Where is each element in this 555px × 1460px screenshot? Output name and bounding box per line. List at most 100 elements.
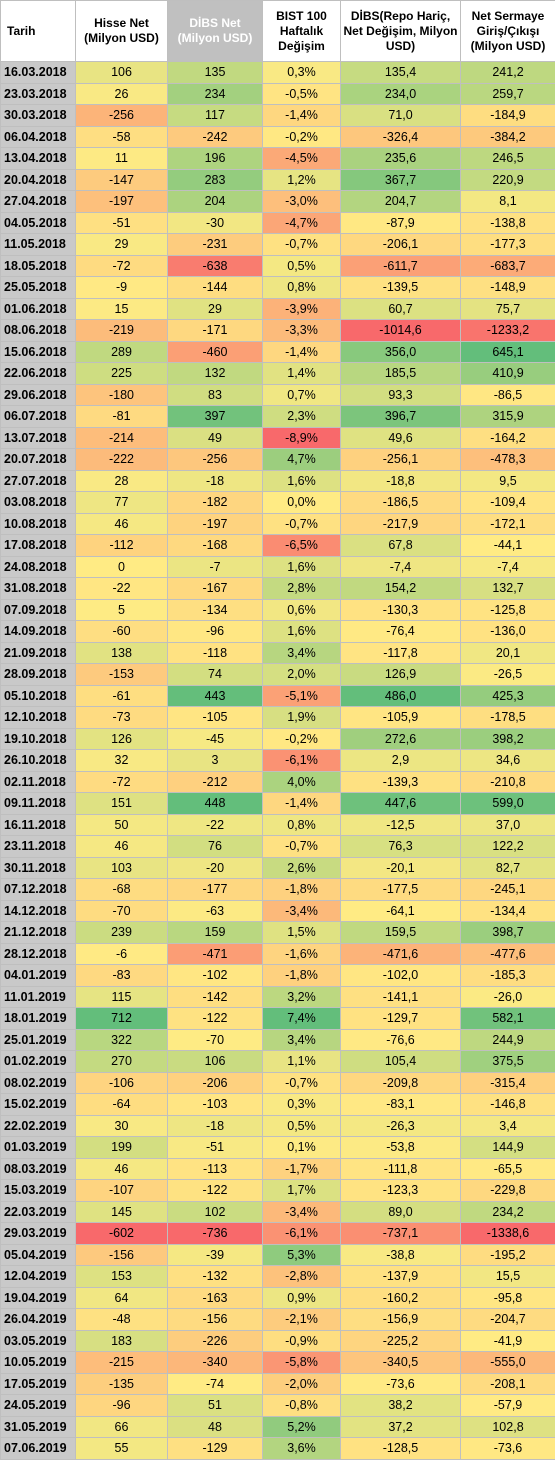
bond-ex-repo-cell: 204,7: [341, 191, 461, 213]
date-cell: 01.06.2018: [1, 298, 76, 320]
bist100-change-cell: 0,9%: [263, 1287, 341, 1309]
net-capital-flow-cell: 220,9: [461, 169, 555, 191]
bond-net-cell: 159: [168, 922, 263, 944]
equity-net-cell: 32: [76, 750, 168, 772]
date-cell: 06.04.2018: [1, 126, 76, 148]
bond-net-cell: -144: [168, 277, 263, 299]
date-cell: 04.05.2018: [1, 212, 76, 234]
date-cell: 15.02.2019: [1, 1094, 76, 1116]
date-cell: 08.02.2019: [1, 1072, 76, 1094]
net-capital-flow-cell: -109,4: [461, 492, 555, 514]
bist100-change-cell: -3,9%: [263, 298, 341, 320]
bist100-change-cell: -1,4%: [263, 105, 341, 127]
bond-ex-repo-cell: 2,9: [341, 750, 461, 772]
date-cell: 07.06.2019: [1, 1438, 76, 1460]
net-capital-flow-cell: 37,0: [461, 814, 555, 836]
date-cell: 05.04.2019: [1, 1244, 76, 1266]
date-cell: 28.09.2018: [1, 664, 76, 686]
equity-net-cell: 270: [76, 1051, 168, 1073]
table-row: 28.12.2018-6-471-1,6%-471,6-477,6: [1, 943, 555, 965]
bist100-change-cell: -1,8%: [263, 965, 341, 987]
net-capital-flow-cell: -7,4: [461, 556, 555, 578]
bond-ex-repo-cell: -156,9: [341, 1309, 461, 1331]
date-cell: 10.08.2018: [1, 513, 76, 535]
net-capital-flow-cell: -172,1: [461, 513, 555, 535]
bond-ex-repo-cell: -38,8: [341, 1244, 461, 1266]
equity-net-cell: -70: [76, 900, 168, 922]
table-row: 04.05.2018-51-30-4,7%-87,9-138,8: [1, 212, 555, 234]
equity-net-cell: 29: [76, 234, 168, 256]
date-cell: 03.08.2018: [1, 492, 76, 514]
bond-ex-repo-cell: -73,6: [341, 1373, 461, 1395]
date-cell: 27.07.2018: [1, 470, 76, 492]
date-cell: 29.03.2019: [1, 1223, 76, 1245]
bond-net-cell: -167: [168, 578, 263, 600]
date-cell: 11.05.2018: [1, 234, 76, 256]
date-cell: 15.06.2018: [1, 341, 76, 363]
bond-ex-repo-cell: 89,0: [341, 1201, 461, 1223]
bond-net-cell: 443: [168, 685, 263, 707]
bist100-change-cell: -1,4%: [263, 793, 341, 815]
bond-net-cell: 283: [168, 169, 263, 191]
date-cell: 23.03.2018: [1, 83, 76, 105]
bist100-change-cell: -2,0%: [263, 1373, 341, 1395]
bist100-change-cell: 7,4%: [263, 1008, 341, 1030]
net-capital-flow-cell: -384,2: [461, 126, 555, 148]
bond-ex-repo-cell: 396,7: [341, 406, 461, 428]
equity-net-cell: -60: [76, 621, 168, 643]
date-cell: 04.01.2019: [1, 965, 76, 987]
date-cell: 12.10.2018: [1, 707, 76, 729]
net-capital-flow-cell: -210,8: [461, 771, 555, 793]
date-cell: 13.07.2018: [1, 427, 76, 449]
net-capital-flow-cell: 234,2: [461, 1201, 555, 1223]
date-cell: 22.06.2018: [1, 363, 76, 385]
equity-net-cell: 115: [76, 986, 168, 1008]
bond-net-cell: -156: [168, 1309, 263, 1331]
net-capital-flow-cell: 34,6: [461, 750, 555, 772]
bond-ex-repo-cell: 272,6: [341, 728, 461, 750]
bond-net-cell: -103: [168, 1094, 263, 1116]
bist100-change-cell: -4,7%: [263, 212, 341, 234]
date-cell: 07.09.2018: [1, 599, 76, 621]
bond-ex-repo-cell: -102,0: [341, 965, 461, 987]
bist100-change-cell: 0,7%: [263, 384, 341, 406]
date-cell: 01.02.2019: [1, 1051, 76, 1073]
bist100-change-cell: -1,4%: [263, 341, 341, 363]
bist100-change-cell: -0,8%: [263, 1395, 341, 1417]
equity-net-cell: -96: [76, 1395, 168, 1417]
bond-net-cell: 76: [168, 836, 263, 858]
bond-net-cell: 49: [168, 427, 263, 449]
date-cell: 18.01.2019: [1, 1008, 76, 1030]
equity-net-cell: 183: [76, 1330, 168, 1352]
equity-net-cell: -219: [76, 320, 168, 342]
bond-ex-repo-cell: -1014,6: [341, 320, 461, 342]
net-capital-flow-cell: -184,9: [461, 105, 555, 127]
date-cell: 14.12.2018: [1, 900, 76, 922]
equity-net-cell: -602: [76, 1223, 168, 1245]
bond-ex-repo-cell: -256,1: [341, 449, 461, 471]
net-capital-flow-cell: 241,2: [461, 62, 555, 84]
bist100-change-cell: 2,6%: [263, 857, 341, 879]
header-bond-net: DİBS Net (Milyon USD): [168, 1, 263, 62]
bond-net-cell: -18: [168, 1115, 263, 1137]
bist100-change-cell: 1,2%: [263, 169, 341, 191]
bist100-change-cell: -1,6%: [263, 943, 341, 965]
date-cell: 12.04.2019: [1, 1266, 76, 1288]
bond-net-cell: -118: [168, 642, 263, 664]
bist100-change-cell: -0,7%: [263, 836, 341, 858]
